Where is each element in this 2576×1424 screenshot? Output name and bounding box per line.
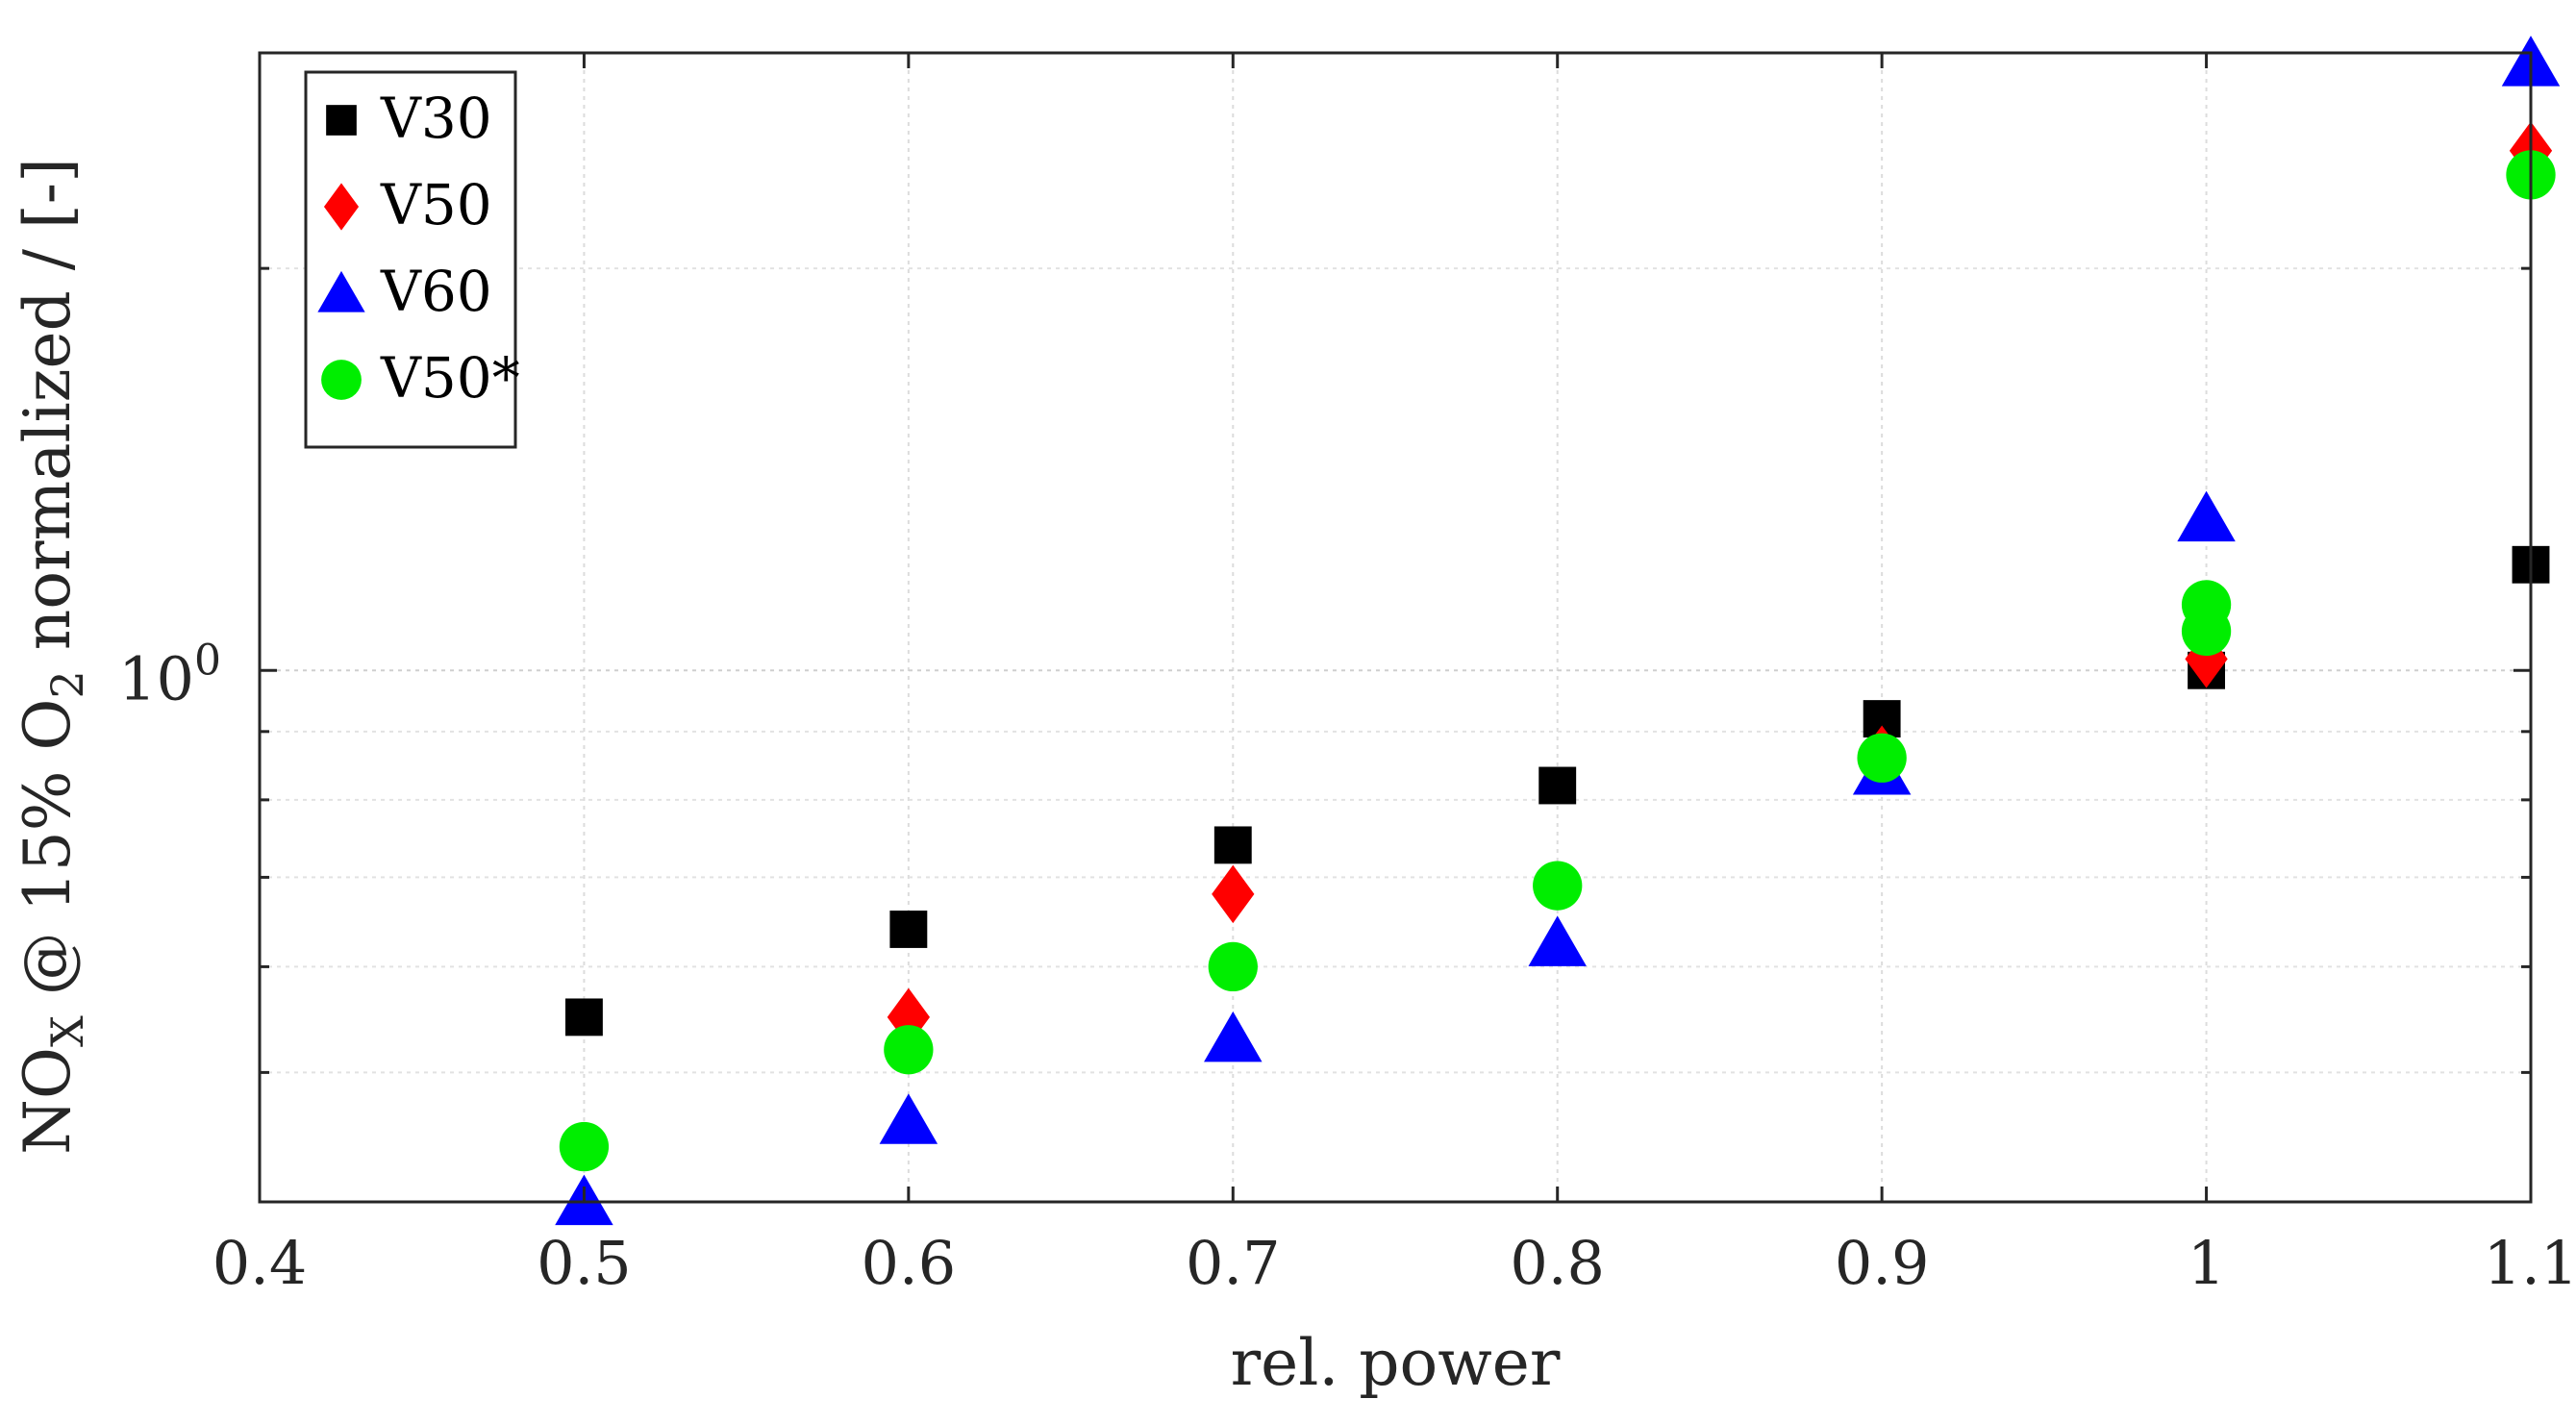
x-tick-label: 0.8 xyxy=(1510,1228,1605,1298)
legend-marker-v60 xyxy=(317,270,365,312)
x-tick-label: 0.9 xyxy=(1835,1228,1930,1298)
point-v60-0.6 xyxy=(879,1093,938,1144)
x-axis-label: rel. power xyxy=(1231,1326,1561,1400)
x-tick-label: 0.6 xyxy=(862,1228,957,1298)
point-v50-0.5 xyxy=(559,1121,610,1172)
y-tick-label-10-0: 100 xyxy=(118,636,221,713)
point-v50-0.6 xyxy=(884,1025,934,1075)
point-v50-0.7 xyxy=(1208,941,1258,992)
point-v50-0.8 xyxy=(1533,861,1583,911)
point-v50-0.9 xyxy=(1857,733,1907,783)
legend-label-v60: V60 xyxy=(380,259,492,324)
x-tick-label: 0.5 xyxy=(537,1228,632,1298)
point-v30-0.6 xyxy=(889,911,928,948)
point-v60-0.8 xyxy=(1528,915,1587,966)
legend-marker-v30 xyxy=(326,105,357,136)
plot-frame xyxy=(258,51,2533,1204)
point-v30-0.8 xyxy=(1538,766,1577,805)
x-tick-label: 1.1 xyxy=(2484,1228,2576,1298)
legend: V30 V50 V60 V50* xyxy=(304,70,520,449)
data-points xyxy=(555,36,2561,1226)
point-v50-0.7 xyxy=(1212,864,1255,924)
point-extra-1 xyxy=(2181,606,2232,657)
legend-marker-v50 xyxy=(321,360,362,400)
point-v30-0.7 xyxy=(1213,826,1252,864)
point-v60-0.7 xyxy=(1204,1011,1263,1062)
point-v30-0.5 xyxy=(564,998,603,1037)
legend-label-v50: V50 xyxy=(380,172,492,237)
x-tick-label: 0.7 xyxy=(1186,1228,1281,1298)
x-axis-ticks: 0.4 0.5 0.6 0.7 0.8 0.9 1 1.1 xyxy=(213,53,2576,1298)
grid xyxy=(260,53,2531,1202)
legend-label-v30: V30 xyxy=(380,86,492,151)
x-tick-label: 0.4 xyxy=(213,1228,308,1298)
y-axis-label: NOX @ 15% O2 normalized / [-] xyxy=(11,158,93,1155)
x-tick-label: 1 xyxy=(2188,1228,2225,1298)
point-v60-1 xyxy=(2177,490,2236,542)
legend-marker-v50 xyxy=(323,183,360,231)
legend-label-v50: V50* xyxy=(380,345,520,411)
